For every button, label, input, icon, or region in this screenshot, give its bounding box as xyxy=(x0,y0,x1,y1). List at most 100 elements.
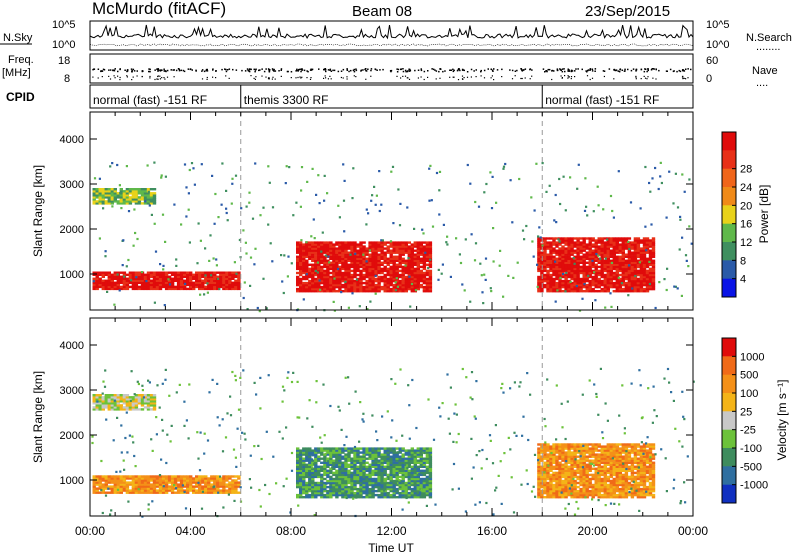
nave-dot xyxy=(647,76,649,78)
freq-dot xyxy=(531,69,533,71)
echo-cell xyxy=(606,290,610,293)
freq-dot xyxy=(156,68,158,70)
echo-cell xyxy=(583,209,587,212)
echo-cell xyxy=(107,491,111,494)
echo-cell xyxy=(104,481,108,484)
echo-cell xyxy=(350,459,354,462)
echo-cell xyxy=(356,267,360,271)
echo-cell xyxy=(371,481,375,485)
echo-cell xyxy=(582,267,586,271)
echo-cell xyxy=(409,305,412,308)
echo-cell xyxy=(374,461,378,464)
echo-cell xyxy=(170,489,175,492)
echo-cell xyxy=(407,483,411,487)
echo-cell xyxy=(463,289,466,292)
echo-cell xyxy=(371,243,375,246)
echo-cell xyxy=(164,483,169,486)
echo-cell xyxy=(564,253,568,256)
echo-cell xyxy=(413,261,417,264)
echo-cell xyxy=(564,287,568,291)
echo-cell xyxy=(368,275,372,279)
echo-cell xyxy=(189,281,193,284)
freq-dot xyxy=(452,68,454,71)
echo-cell xyxy=(104,400,108,403)
echo-cell xyxy=(561,283,565,287)
echo-cell xyxy=(633,253,638,256)
echo-cell xyxy=(195,485,199,488)
echo-cell xyxy=(134,487,139,490)
echo-cell xyxy=(338,253,342,256)
echo-cell xyxy=(299,467,303,470)
echo-cell xyxy=(389,281,393,285)
echo-cell xyxy=(175,258,178,261)
echo-cell xyxy=(425,259,430,262)
echo-cell xyxy=(618,263,622,266)
echo-cell xyxy=(296,255,300,258)
echo-cell xyxy=(391,165,395,168)
echo-cell xyxy=(296,275,300,279)
echo-cell xyxy=(591,243,595,246)
echo-cell xyxy=(186,483,190,486)
echo-cell xyxy=(377,277,381,281)
echo-cell xyxy=(107,273,111,276)
echo-cell xyxy=(374,449,378,452)
echo-cell xyxy=(407,259,411,262)
echo-cell xyxy=(399,202,402,205)
echo-cell xyxy=(335,241,339,244)
echo-cell xyxy=(633,285,638,289)
echo-cell xyxy=(620,282,623,285)
echo-cell xyxy=(347,251,351,254)
echo-cell xyxy=(198,485,202,488)
echo-cell xyxy=(407,269,411,273)
freq-dot xyxy=(470,68,473,71)
echo-cell xyxy=(231,287,235,291)
echo-cell xyxy=(350,257,354,260)
echo-cell xyxy=(612,247,616,250)
echo-cell xyxy=(347,471,351,475)
echo-cell xyxy=(311,243,315,246)
echo-cell xyxy=(556,289,559,292)
echo-cell xyxy=(350,275,354,279)
echo-cell xyxy=(305,449,309,452)
echo-cell xyxy=(373,185,376,188)
echo-cell xyxy=(615,257,619,260)
echo-cell xyxy=(323,275,327,279)
echo-cell xyxy=(690,242,693,245)
nsky-trace xyxy=(89,24,694,40)
echo-cell xyxy=(353,275,357,279)
echo-cell xyxy=(374,451,378,454)
echo-cell xyxy=(428,241,433,244)
y-tick-label: 2000 xyxy=(60,224,84,236)
freq-dot xyxy=(619,68,621,71)
echo-cell xyxy=(539,236,542,239)
echo-cell xyxy=(564,237,568,240)
echo-cell xyxy=(350,281,354,285)
echo-cell xyxy=(299,463,303,466)
freq-dot xyxy=(117,70,119,73)
echo-cell xyxy=(377,471,381,475)
echo-cell xyxy=(416,255,420,258)
nave-dot xyxy=(265,76,267,78)
echo-cell xyxy=(383,285,387,289)
echo-cell xyxy=(353,265,357,269)
echo-cell xyxy=(365,249,369,252)
echo-cell xyxy=(377,249,381,252)
echo-cell xyxy=(552,265,556,269)
echo-cell xyxy=(377,263,381,266)
echo-cell xyxy=(630,269,635,273)
echo-cell xyxy=(416,285,420,289)
echo-cell xyxy=(612,263,616,266)
echo-cell xyxy=(537,235,540,238)
echo-cell xyxy=(140,202,145,205)
echo-cell xyxy=(552,263,556,266)
echo-cell xyxy=(570,243,574,246)
echo-cell xyxy=(176,489,181,492)
echo-cell xyxy=(320,285,324,289)
echo-cell xyxy=(118,289,121,292)
echo-cell xyxy=(390,170,393,173)
echo-cell xyxy=(204,483,208,486)
echo-cell xyxy=(308,290,312,293)
echo-cell xyxy=(119,192,123,195)
echo-cell xyxy=(155,485,160,488)
echo-cell xyxy=(111,205,114,208)
